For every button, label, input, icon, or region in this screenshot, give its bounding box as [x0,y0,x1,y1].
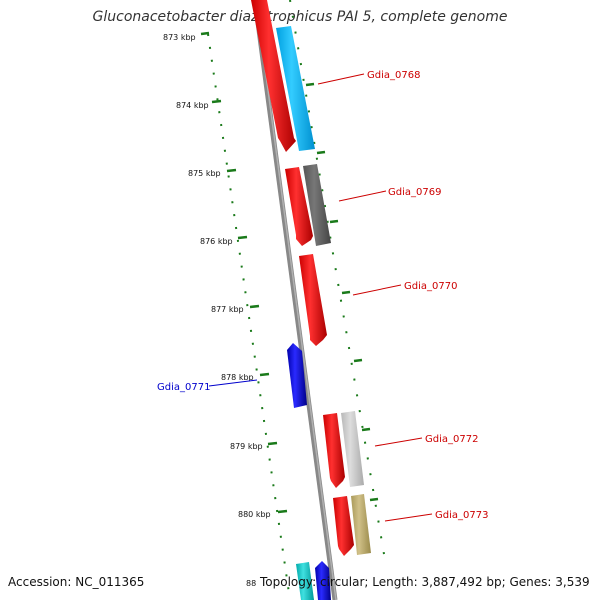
ruler-label-881-partial: 88 [246,579,256,588]
cds-bar-0769[interactable] [303,164,331,246]
gene-arrow-partial-teal[interactable] [296,562,314,600]
ruler-label-879: 879 kbp [230,442,263,451]
gene-label-gdia-0770[interactable]: Gdia_0770 [404,281,457,292]
ruler-tick [226,168,237,173]
gene-arrow-partial-blue[interactable] [315,561,331,600]
boundary-ticks [305,82,379,502]
map-title: Gluconacetobacter diazotrophicus PAI 5, … [92,9,508,25]
leader-line-gdia-0770 [352,284,402,296]
accession-text: Accession: NC_011365 [8,575,145,589]
ruler-tick [277,509,288,514]
ruler-tick [259,372,270,377]
ruler-label-875: 875 kbp [188,169,221,178]
gene-arrow-gdia-0772[interactable] [323,413,345,488]
ruler-label-874: 874 kbp [176,101,209,110]
gene-arrow-gdia-0773[interactable] [333,496,354,556]
leader-line-gdia-0773 [384,513,433,522]
ruler-label-878: 878 kbp [221,373,254,382]
ruler-label-880: 880 kbp [238,510,271,519]
ruler-tick [267,441,278,446]
ruler-label-877: 877 kbp [211,305,244,314]
gene-label-gdia-0768[interactable]: Gdia_0768 [367,70,420,81]
cds-bar-0772[interactable] [341,411,364,487]
ruler-tick [237,235,248,240]
gene-arrow-gdia-0771[interactable] [287,343,307,408]
leader-line-gdia-0771 [208,379,258,387]
ruler-tick [200,31,210,36]
gene-label-gdia-0773[interactable]: Gdia_0773 [435,510,488,521]
gene-arrow-gdia-0769[interactable] [285,167,313,246]
ruler-tick [211,99,222,104]
gene-arrow-gdia-0770[interactable] [299,254,327,346]
ruler-label-876: 876 kbp [200,237,233,246]
backbone-highlight [255,0,337,600]
leader-line-gdia-0772 [374,437,423,447]
gene-label-gdia-0769[interactable]: Gdia_0769 [388,187,441,198]
leader-line-gdia-0768 [317,73,365,85]
ruler-ticks [200,31,288,514]
ruler-tick [249,304,260,309]
backbone-line [252,0,338,600]
leader-line-gdia-0769 [338,190,387,202]
gene-arrow-gdia-0768[interactable] [251,0,296,152]
topology-text: Topology: circular; Length: 3,887,492 bp… [260,575,590,589]
gene-label-gdia-0772[interactable]: Gdia_0772 [425,434,478,445]
cds-bar-0773[interactable] [351,494,371,555]
cds-bar-0768[interactable] [276,26,315,151]
ruler-label-873: 873 kbp [163,33,196,42]
gene-label-gdia-0771[interactable]: Gdia_0771 [157,382,210,393]
